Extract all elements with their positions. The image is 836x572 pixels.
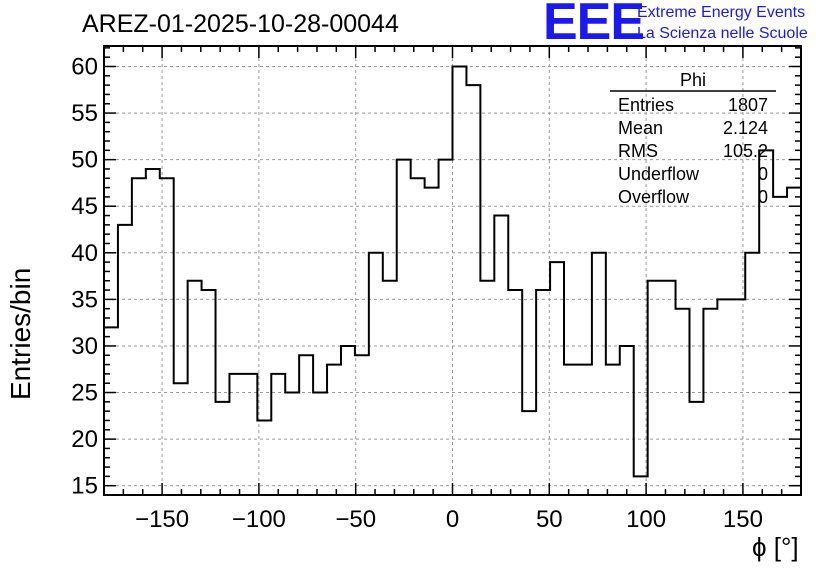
stats-row-label: Underflow xyxy=(618,164,700,184)
stats-row-label: Mean xyxy=(618,118,663,138)
x-tick-label: 150 xyxy=(723,506,763,533)
stats-box: Phi Entries 1807 Mean 2.124 RMS 105.2 Underflo… xyxy=(610,70,776,207)
y-tick-label: 30 xyxy=(71,333,98,360)
logo-line-2: La Scienza nelle Scuole xyxy=(637,25,808,42)
stats-row-value: 105.2 xyxy=(723,141,768,161)
y-tick-label: 45 xyxy=(71,193,98,220)
histogram-line xyxy=(104,65,801,478)
y-tick-label: 35 xyxy=(71,286,98,313)
stats-row-label: Entries xyxy=(618,95,674,115)
chart-title: AREZ-01-2025-10-28-00044 xyxy=(82,10,399,38)
y-axis-label: Entries/bin xyxy=(5,267,36,400)
stats-row-label: RMS xyxy=(618,141,658,161)
y-tick-label: 60 xyxy=(71,53,98,80)
y-tick-label: 20 xyxy=(71,426,98,453)
stats-row-value: 0 xyxy=(758,187,768,207)
x-tick-label: 0 xyxy=(446,506,459,533)
x-tick-label: −150 xyxy=(135,506,189,533)
x-tick-label: −50 xyxy=(335,506,376,533)
x-axis-label: ϕ [°] xyxy=(752,532,799,562)
stats-row-label: Overflow xyxy=(618,187,690,207)
stats-row-value: 1807 xyxy=(728,95,768,115)
y-tick-label: 50 xyxy=(71,147,98,174)
stats-row-value: 2.124 xyxy=(723,118,768,138)
x-tick-label: 50 xyxy=(536,506,563,533)
y-tick-label: 15 xyxy=(71,473,98,500)
logo-line-1: Extreme Energy Events xyxy=(637,4,806,21)
stats-row-value: 0 xyxy=(758,164,768,184)
stats-box-title: Phi xyxy=(680,70,706,90)
axes: −150 −100 −50 0 50 100 150 15 20 25 30 35 40 45 50 55 60 xyxy=(71,46,802,533)
x-tick-label: −100 xyxy=(232,506,286,533)
y-tick-label: 25 xyxy=(71,380,98,407)
y-tick-label: 40 xyxy=(71,240,98,267)
eee-logo: EEE xyxy=(543,0,645,51)
y-tick-label: 55 xyxy=(71,100,98,127)
x-tick-label: 100 xyxy=(626,506,666,533)
